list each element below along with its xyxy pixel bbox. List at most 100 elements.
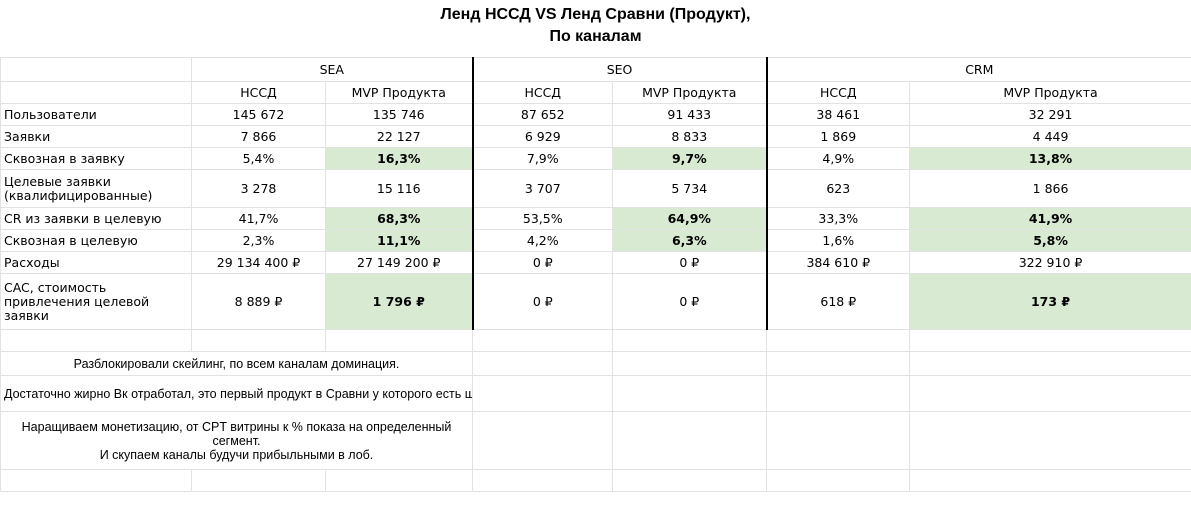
channel-crm[interactable]: CRM: [765, 57, 1191, 82]
empty-cell[interactable]: [324, 329, 474, 352]
table-cell[interactable]: 4,9%: [765, 147, 911, 170]
table-cell[interactable]: 29 134 400 ₽: [191, 251, 326, 274]
row-label[interactable]: CAC, стоимость привлечения целевой заявк…: [0, 273, 192, 330]
empty-cell[interactable]: [909, 469, 1191, 492]
table-cell-highlighted[interactable]: 11,1%: [324, 229, 474, 252]
table-cell[interactable]: 618 ₽: [765, 273, 911, 330]
table-cell-highlighted[interactable]: 6,3%: [612, 229, 768, 252]
table-cell[interactable]: 135 746: [324, 103, 474, 126]
table-row: Сквозная в целевую 2,3% 11,1% 4,2% 6,3% …: [0, 229, 1191, 252]
empty-cell[interactable]: [766, 351, 911, 376]
table-cell[interactable]: 7 866: [191, 125, 326, 148]
table-cell[interactable]: 0 ₽: [612, 273, 768, 330]
empty-cell[interactable]: [766, 411, 911, 470]
table-cell-highlighted[interactable]: 16,3%: [324, 147, 474, 170]
empty-cell[interactable]: [612, 469, 768, 492]
subheader-cell[interactable]: MVP Продукта: [324, 81, 474, 104]
row-label[interactable]: Целевые заявки (квалифицированные): [0, 169, 192, 208]
row-label[interactable]: CR из заявки в целевую: [0, 207, 192, 230]
empty-cell[interactable]: [472, 411, 614, 470]
table-cell[interactable]: 32 291: [909, 103, 1191, 126]
table-cell[interactable]: 5,4%: [191, 147, 326, 170]
note-cell[interactable]: Достаточно жирно Вк отработал, это первы…: [0, 375, 474, 412]
table-cell[interactable]: 0 ₽: [612, 251, 768, 274]
subheader-corner[interactable]: [0, 81, 192, 104]
header-corner[interactable]: [0, 57, 192, 82]
table-cell[interactable]: 145 672: [191, 103, 326, 126]
table-cell-highlighted[interactable]: 9,7%: [612, 147, 768, 170]
empty-cell[interactable]: [0, 469, 192, 492]
empty-cell[interactable]: [472, 351, 614, 376]
table-cell[interactable]: 3 707: [471, 169, 614, 208]
row-label[interactable]: Пользователи: [0, 103, 192, 126]
row-label[interactable]: Сквозная в целевую: [0, 229, 192, 252]
table-cell[interactable]: 623: [765, 169, 911, 208]
channel-seo[interactable]: SEO: [471, 57, 768, 82]
table-cell[interactable]: 384 610 ₽: [765, 251, 911, 274]
empty-cell[interactable]: [612, 411, 768, 470]
table-cell[interactable]: 2,3%: [191, 229, 326, 252]
table-cell[interactable]: 1 869: [765, 125, 911, 148]
table-cell-highlighted[interactable]: 64,9%: [612, 207, 768, 230]
table-row: Сквозная в заявку 5,4% 16,3% 7,9% 9,7% 4…: [0, 147, 1191, 170]
table-cell-highlighted[interactable]: 173 ₽: [909, 273, 1191, 330]
table-cell[interactable]: 91 433: [612, 103, 768, 126]
note-cell[interactable]: Наращиваем монетизацию, от CPT витрины к…: [0, 411, 474, 470]
table-cell[interactable]: 322 910 ₽: [909, 251, 1191, 274]
table-cell[interactable]: 22 127: [324, 125, 474, 148]
table-cell[interactable]: 53,5%: [471, 207, 614, 230]
empty-cell[interactable]: [324, 469, 474, 492]
table-cell[interactable]: 4,2%: [471, 229, 614, 252]
row-label[interactable]: Сквозная в заявку: [0, 147, 192, 170]
empty-cell[interactable]: [909, 411, 1191, 470]
table-cell[interactable]: 87 652: [471, 103, 614, 126]
empty-cell[interactable]: [191, 469, 326, 492]
table-cell[interactable]: 27 149 200 ₽: [324, 251, 474, 274]
channel-sea[interactable]: SEA: [190, 57, 474, 82]
table-cell-highlighted[interactable]: 41,9%: [909, 207, 1191, 230]
table-cell[interactable]: 4 449: [909, 125, 1191, 148]
table-cell[interactable]: 7,9%: [471, 147, 614, 170]
empty-cell[interactable]: [766, 329, 911, 352]
table-cell[interactable]: 38 461: [765, 103, 911, 126]
empty-cell[interactable]: [191, 329, 326, 352]
table-cell[interactable]: 8 889 ₽: [191, 273, 326, 330]
table-row: Заявки 7 866 22 127 6 929 8 833 1 869 4 …: [0, 125, 1191, 148]
table-row: CR из заявки в целевую 41,7% 68,3% 53,5%…: [0, 207, 1191, 230]
empty-cell[interactable]: [612, 375, 768, 412]
table-cell-highlighted[interactable]: 13,8%: [909, 147, 1191, 170]
empty-cell[interactable]: [612, 329, 768, 352]
empty-cell[interactable]: [909, 351, 1191, 376]
table-cell[interactable]: 41,7%: [191, 207, 326, 230]
subheader-cell[interactable]: MVP Продукта: [909, 81, 1191, 104]
table-cell[interactable]: 0 ₽: [471, 251, 614, 274]
row-label[interactable]: Заявки: [0, 125, 192, 148]
table-cell-highlighted[interactable]: 68,3%: [324, 207, 474, 230]
empty-cell[interactable]: [909, 329, 1191, 352]
table-cell[interactable]: 5 734: [612, 169, 768, 208]
empty-cell[interactable]: [472, 329, 614, 352]
empty-cell[interactable]: [0, 329, 192, 352]
empty-cell[interactable]: [766, 469, 911, 492]
table-cell[interactable]: 8 833: [612, 125, 768, 148]
empty-cell[interactable]: [612, 351, 768, 376]
table-cell[interactable]: 3 278: [191, 169, 326, 208]
table-cell[interactable]: 1 866: [909, 169, 1191, 208]
note-cell[interactable]: Разблокировали скейлинг, по всем каналам…: [0, 351, 474, 376]
subheader-cell[interactable]: НССД: [191, 81, 326, 104]
empty-cell[interactable]: [766, 375, 911, 412]
subheader-cell[interactable]: НССД: [471, 81, 614, 104]
table-cell[interactable]: 1,6%: [765, 229, 911, 252]
empty-cell[interactable]: [472, 469, 614, 492]
row-label[interactable]: Расходы: [0, 251, 192, 274]
table-cell-highlighted[interactable]: 1 796 ₽: [324, 273, 474, 330]
table-cell[interactable]: 15 116: [324, 169, 474, 208]
empty-cell[interactable]: [909, 375, 1191, 412]
table-cell[interactable]: 6 929: [471, 125, 614, 148]
subheader-cell[interactable]: НССД: [765, 81, 911, 104]
table-cell[interactable]: 0 ₽: [471, 273, 614, 330]
empty-cell[interactable]: [472, 375, 614, 412]
table-cell-highlighted[interactable]: 5,8%: [909, 229, 1191, 252]
subheader-cell[interactable]: MVP Продукта: [612, 81, 768, 104]
table-cell[interactable]: 33,3%: [765, 207, 911, 230]
